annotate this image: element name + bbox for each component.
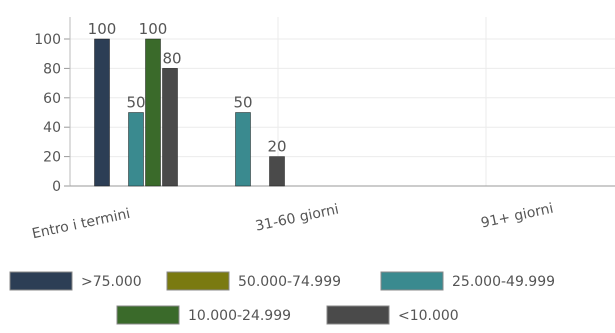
legend-label: 10.000-24.999 xyxy=(188,308,291,324)
x-tick-label: 91+ giorni xyxy=(480,201,555,232)
data-label: 80 xyxy=(162,49,181,67)
x-tick-label: 31-60 giorni xyxy=(254,201,340,234)
legend-swatch xyxy=(326,305,390,325)
bars xyxy=(94,38,285,187)
y-tick-label: 100 xyxy=(34,32,61,48)
legend-label: <10.000 xyxy=(398,308,459,324)
legend-swatch xyxy=(9,271,73,291)
bar xyxy=(235,112,251,187)
data-label: 100 xyxy=(139,20,168,38)
data-labels: 100 50 50 100 80 20 xyxy=(88,20,287,156)
data-label: 50 xyxy=(126,94,145,112)
bar xyxy=(94,38,110,187)
bar xyxy=(128,112,144,187)
y-tick-label: 60 xyxy=(43,91,61,107)
y-tick-label: 20 xyxy=(43,150,61,166)
bar xyxy=(162,68,178,187)
data-label: 20 xyxy=(267,138,286,156)
legend-swatch xyxy=(116,305,180,325)
axes: 0 20 40 60 80 100 Entro i termini 31-60 giorni 9… xyxy=(31,17,615,242)
legend: >75.000 50.000-74.999 25.000-49.999 10.000-… xyxy=(9,271,555,325)
legend-label: 25.000-49.999 xyxy=(452,274,555,290)
x-tick-label: Entro i termini xyxy=(31,206,132,242)
y-tick-label: 40 xyxy=(43,120,61,136)
legend-label: >75.000 xyxy=(81,274,142,290)
legend-label: 50.000-74.999 xyxy=(238,274,341,290)
legend-swatch xyxy=(380,271,444,291)
data-label: 100 xyxy=(88,20,117,38)
legend-swatch xyxy=(166,271,230,291)
y-tick-label: 0 xyxy=(52,179,61,195)
y-tick-label: 80 xyxy=(43,61,61,77)
bar xyxy=(269,156,285,187)
data-label: 50 xyxy=(233,94,252,112)
bar xyxy=(145,38,161,187)
